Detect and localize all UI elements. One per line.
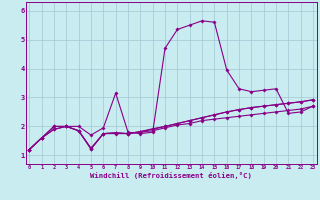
X-axis label: Windchill (Refroidissement éolien,°C): Windchill (Refroidissement éolien,°C)	[90, 172, 252, 179]
